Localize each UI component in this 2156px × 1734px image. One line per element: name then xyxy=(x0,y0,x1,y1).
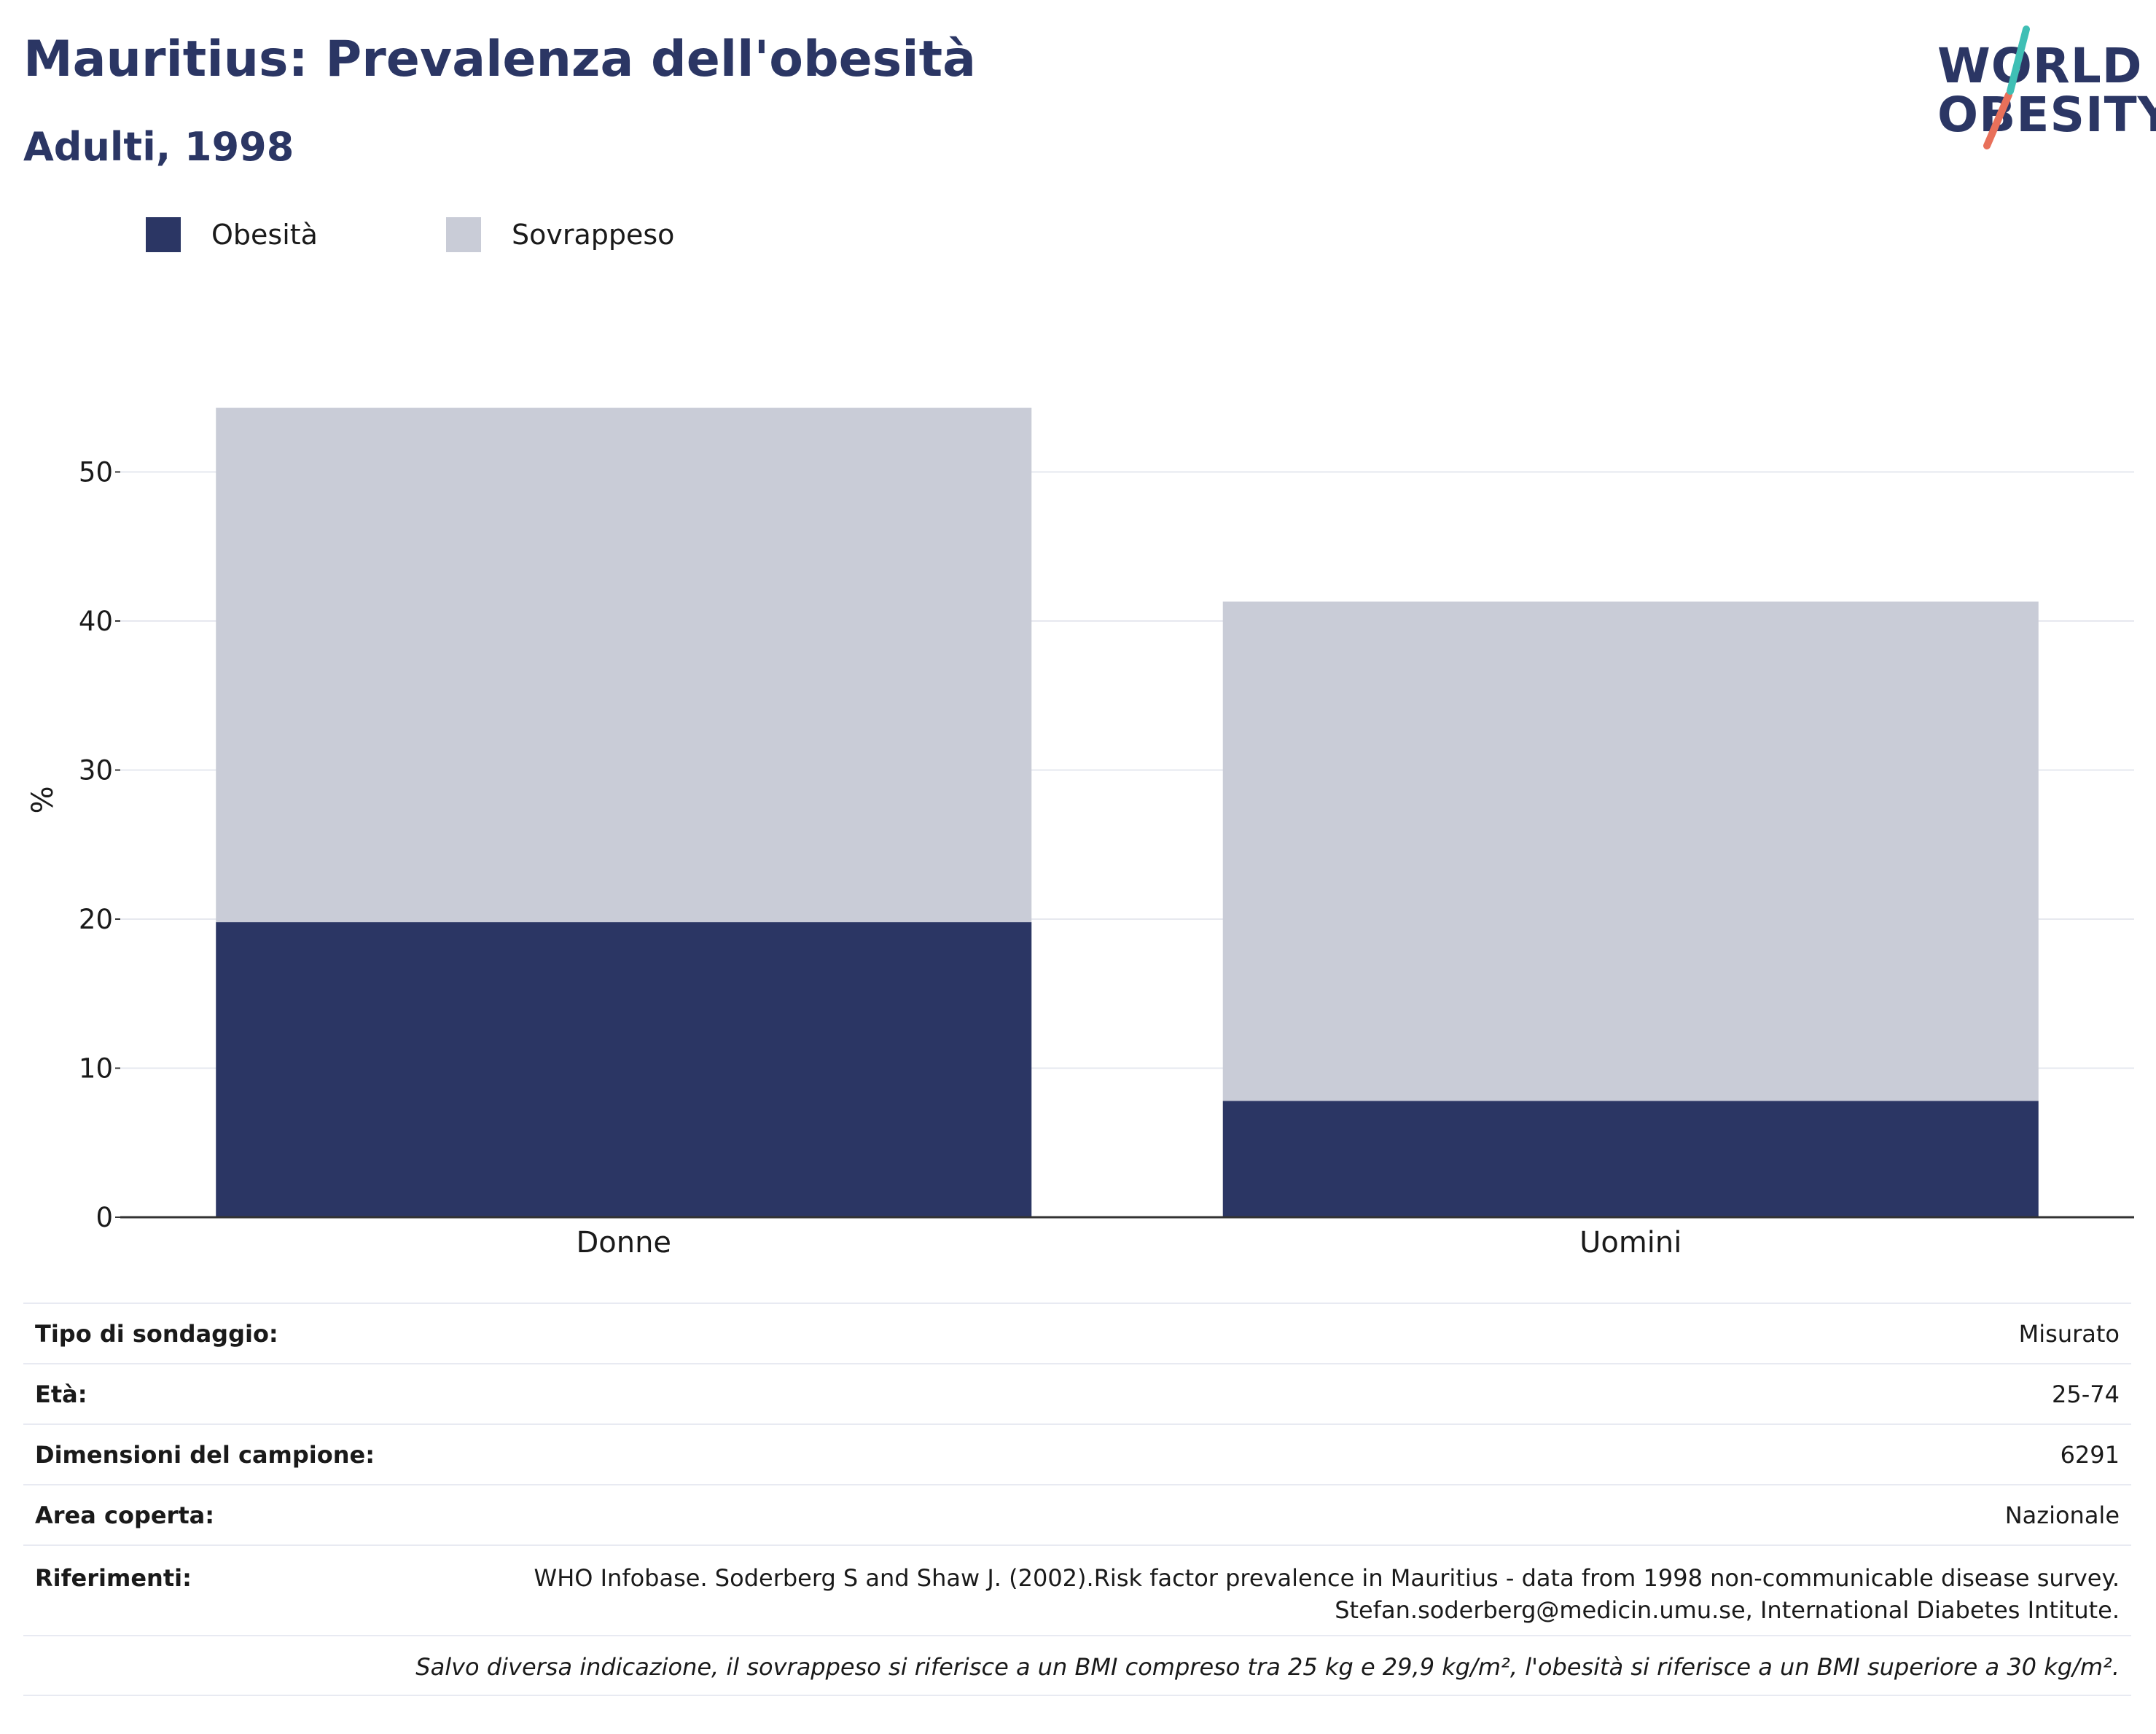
legend-item-sovrappeso: Sovrappeso xyxy=(446,217,674,252)
logo-slash-icon xyxy=(1983,26,2030,149)
legend-item-obesita: Obesità xyxy=(146,217,318,252)
info-table: Tipo di sondaggio: Misurato Età: 25-74 D… xyxy=(23,1303,2131,1696)
y-tick-label: 40 xyxy=(79,606,113,637)
legend-label-obesita: Obesità xyxy=(211,219,318,251)
info-key: Tipo di sondaggio: xyxy=(35,1320,278,1348)
chart-title: Mauritius: Prevalenza dell'obesità xyxy=(23,31,976,88)
info-value: WHO Infobase. Soderberg S and Shaw J. (2… xyxy=(534,1562,2120,1626)
y-tick-label: 10 xyxy=(79,1053,113,1085)
bar-sovrappeso-donne xyxy=(216,407,1032,923)
chart-subtitle: Adulti, 1998 xyxy=(23,124,294,170)
bar-obesita-donne xyxy=(216,922,1032,1217)
bar-obesita-uomini xyxy=(1222,1101,2039,1217)
info-key: Area coperta: xyxy=(35,1501,215,1529)
legend-swatch-obesita xyxy=(146,217,181,252)
info-value: 25-74 xyxy=(2052,1380,2120,1408)
y-tick-label: 20 xyxy=(79,904,113,935)
y-tick-label: 50 xyxy=(79,457,113,488)
info-key: Riferimenti: xyxy=(35,1564,192,1592)
info-key: Età: xyxy=(35,1380,87,1408)
logo-line2: OBESITY xyxy=(1937,87,2156,143)
legend-label-sovrappeso: Sovrappeso xyxy=(512,219,675,251)
reference-line-2: Stefan.soderberg@medicin.umu.se, Interna… xyxy=(1335,1596,2120,1624)
legend-swatch-sovrappeso xyxy=(446,217,481,252)
info-row-survey-type: Tipo di sondaggio: Misurato xyxy=(23,1303,2131,1363)
x-tick-label: Uomini xyxy=(1579,1226,1682,1260)
y-axis-label: % xyxy=(26,786,60,813)
info-value: 6291 xyxy=(2060,1441,2120,1469)
footnote: Salvo diversa indicazione, il sovrappeso… xyxy=(23,1635,2131,1696)
y-tick-label: 0 xyxy=(95,1202,113,1233)
logo-line1: WORLD xyxy=(1937,38,2143,94)
info-row-references: Riferimenti: WHO Infobase. Soderberg S a… xyxy=(23,1544,2131,1635)
info-value: Nazionale xyxy=(2004,1501,2120,1529)
x-tick-label: Donne xyxy=(576,1226,671,1260)
reference-line-1: WHO Infobase. Soderberg S and Shaw J. (2… xyxy=(534,1564,2120,1592)
info-row-age: Età: 25-74 xyxy=(23,1363,2131,1423)
info-key: Dimensioni del campione: xyxy=(35,1441,375,1469)
info-row-sample-size: Dimensioni del campione: 6291 xyxy=(23,1423,2131,1484)
y-tick-label: 30 xyxy=(79,755,113,786)
bar-sovrappeso-uomini xyxy=(1222,601,2039,1101)
info-row-area: Area coperta: Nazionale xyxy=(23,1484,2131,1544)
world-obesity-logo: WORLD OBESITY xyxy=(1901,22,2156,153)
info-value: Misurato xyxy=(2018,1320,2120,1348)
bar-chart: 0 10 20 30 40 50% Donne Uomini xyxy=(26,407,2134,1260)
